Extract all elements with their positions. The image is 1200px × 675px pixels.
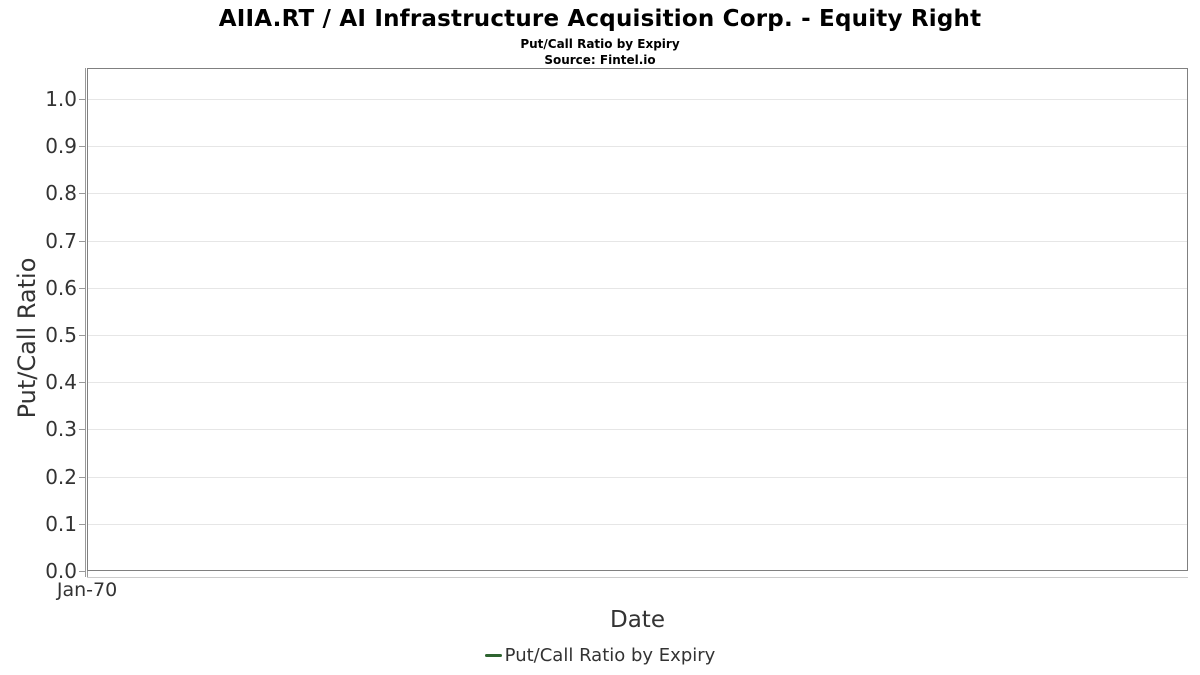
- x-tick-label: Jan-70: [56, 579, 118, 601]
- y-tick-label: 0.8: [45, 181, 77, 206]
- y-tick-mark: [79, 476, 85, 478]
- y-tick-label: 0.9: [45, 134, 77, 159]
- y-tick-label: 0.0: [45, 559, 77, 583]
- y-tick-mark: [79, 382, 85, 384]
- y-tick-mark: [79, 335, 85, 336]
- y-tick-label: 0.2: [45, 464, 77, 489]
- y-gridline: [88, 193, 1187, 195]
- y-axis-title: Put/Call Ratio: [13, 257, 41, 419]
- y-tick-mark: [79, 287, 85, 289]
- y-tick-mark: [79, 240, 85, 242]
- y-tick-label: 0.6: [45, 275, 77, 300]
- y-gridline: [88, 287, 1187, 289]
- y-tick-label: 0.4: [45, 370, 77, 395]
- chart-source-credit: Source: Fintel.io: [544, 53, 656, 67]
- y-gridline: [88, 99, 1187, 100]
- chart-title: AIIA.RT / AI Infrastructure Acquisition …: [218, 6, 982, 32]
- y-axis-line: [85, 68, 86, 577]
- y-gridline: [88, 523, 1187, 525]
- y-gridline: [88, 335, 1187, 336]
- chart-subtitle: Put/Call Ratio by Expiry: [520, 37, 680, 51]
- legend-line-marker-icon: [484, 654, 502, 657]
- y-gridline: [88, 146, 1187, 148]
- x-tick-mark: [87, 571, 88, 577]
- y-tick-mark: [79, 193, 85, 195]
- y-tick-mark: [79, 571, 85, 572]
- y-tick-mark: [79, 99, 85, 100]
- y-tick-label: 0.3: [45, 417, 77, 442]
- y-gridline: [88, 476, 1187, 478]
- legend: Put/Call Ratio by Expiry: [0, 645, 1200, 666]
- y-tick-label: 1.0: [45, 87, 77, 111]
- y-tick-label: 0.1: [45, 511, 77, 536]
- plot-area: [87, 68, 1188, 571]
- y-gridline: [88, 382, 1187, 384]
- y-tick-mark: [79, 523, 85, 525]
- y-gridline: [88, 429, 1187, 431]
- x-axis-line: [87, 577, 1188, 578]
- legend-item-put-call-ratio[interactable]: Put/Call Ratio by Expiry: [484, 645, 716, 666]
- y-tick-mark: [79, 429, 85, 431]
- y-tick-label: 0.5: [45, 323, 77, 347]
- y-gridline: [88, 240, 1187, 242]
- legend-item-label: Put/Call Ratio by Expiry: [504, 645, 716, 666]
- y-tick-mark: [79, 146, 85, 148]
- y-tick-label: 0.7: [45, 228, 77, 253]
- x-axis-title: Date: [610, 607, 665, 633]
